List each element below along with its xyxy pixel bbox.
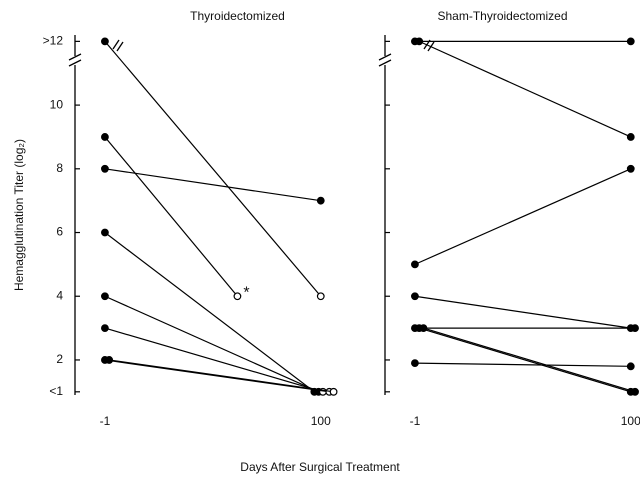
data-point [626, 37, 635, 46]
y-tick-label: 6 [56, 225, 63, 239]
data-point [631, 387, 639, 396]
data-point [631, 324, 639, 332]
data-point [316, 292, 325, 301]
y-tick-label: 10 [50, 97, 64, 111]
panel-title: Thyroidectomized [190, 9, 285, 23]
y-tick-label: <1 [49, 384, 63, 398]
x-tick-label: 100 [621, 414, 640, 428]
data-line [104, 359, 330, 393]
x-tick-label: -1 [100, 414, 111, 428]
data-point [626, 362, 635, 371]
data-point [101, 292, 109, 301]
data-line [419, 327, 631, 393]
data-point [329, 387, 338, 396]
data-line [104, 136, 238, 297]
data-line [423, 327, 636, 393]
data-line [418, 40, 632, 138]
data-point [411, 359, 419, 368]
annotation: * [243, 284, 249, 301]
data-point [316, 196, 325, 205]
data-line [104, 40, 322, 297]
y-axis-label: Hemagglutination Titer (log₂) [12, 139, 26, 291]
y-tick-label: >12 [43, 34, 64, 48]
data-point [101, 37, 109, 46]
data-point [419, 324, 428, 332]
data-line [104, 232, 315, 393]
data-line [109, 359, 334, 393]
data-point [101, 164, 109, 173]
y-tick-label: 8 [56, 161, 63, 175]
data-line [104, 168, 321, 202]
data-point [101, 228, 109, 237]
x-tick-label: -1 [410, 414, 421, 428]
data-point [626, 164, 635, 173]
y-tick-label: 2 [56, 352, 63, 366]
data-line [414, 295, 631, 329]
x-tick-label: 100 [311, 414, 331, 428]
data-point [101, 133, 109, 141]
data-line [104, 327, 324, 393]
axis-breaks [68, 39, 435, 67]
data-point [411, 292, 419, 301]
x-axis-label: Days After Surgical Treatment [240, 460, 400, 474]
data-line [414, 362, 631, 367]
data-point [105, 356, 114, 364]
data-line [414, 168, 632, 265]
data-point [626, 133, 635, 141]
data-point [411, 260, 419, 269]
data-line [104, 295, 319, 393]
panel-title: Sham-Thyroidectomized [437, 9, 567, 23]
data-point [233, 292, 242, 301]
y-tick-label: 4 [56, 288, 63, 302]
data-point [101, 324, 109, 332]
data-point [415, 37, 424, 46]
